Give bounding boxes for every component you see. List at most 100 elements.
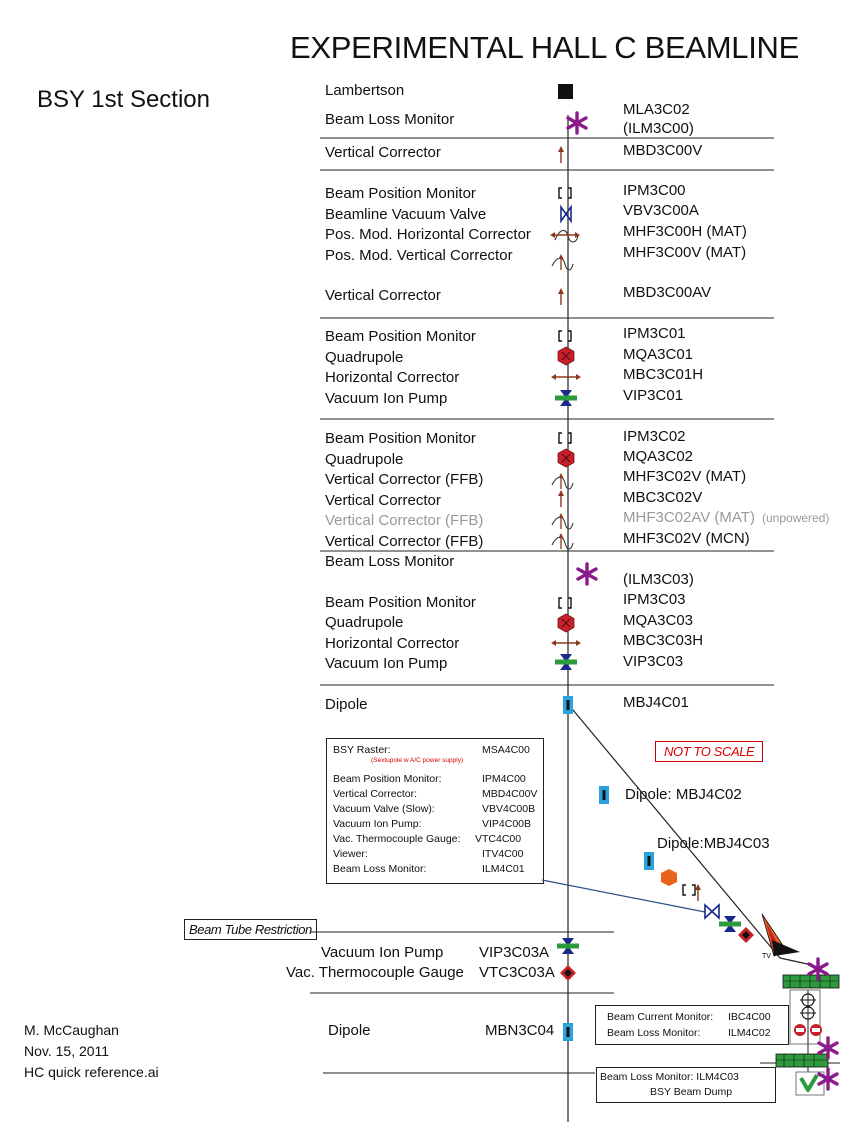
tv-label: TV: [762, 953, 771, 960]
bcm-row-label: Beam Current Monitor:: [607, 1011, 714, 1023]
label-beam-loss-monitor: Beam Loss Monitor: [325, 111, 455, 128]
ion-pump-icon: [555, 390, 577, 406]
code-mhf3c02av: MHF3C02AV (MAT): [623, 509, 755, 526]
label-horizontal-corrector-4: Horizontal Corrector: [325, 635, 460, 652]
dump-line-1: Beam Loss Monitor: ILM4C03: [600, 1071, 739, 1083]
label-vertical-corrector-ffb-unpowered: Vertical Corrector (FFB): [325, 512, 484, 529]
author-date: Nov. 15, 2011: [24, 1043, 110, 1059]
label-vac-thermocouple-gauge: Vac. Thermocouple Gauge: [286, 964, 464, 981]
bpm-bracket-icon: [558, 187, 572, 199]
label-dipole-mbj4c03: Dipole:MBJ4C03: [657, 835, 770, 852]
code-ilm3c00: (ILM3C00): [623, 120, 694, 137]
bsy-raster-box: BSY Raster: MSA4C00 (Sextupole w A/C pow…: [326, 738, 544, 884]
code-vbv3c00a: VBV3C00A: [623, 202, 699, 219]
beam-dump-icon: [775, 974, 840, 1096]
bcm-row-code: ILM4C02: [728, 1027, 771, 1039]
bcm-row-code: IBC4C00: [728, 1011, 771, 1023]
label-vertical-corrector-ffb-mcn: Vertical Corrector (FFB): [325, 533, 484, 550]
bpm-bracket-icon: [558, 330, 572, 342]
code-mqa3c03: MQA3C03: [623, 612, 694, 629]
code-vip3c01: VIP3C01: [623, 387, 684, 404]
ion-pump-icon: [557, 938, 579, 954]
raster-row-label: Vacuum Valve (Slow):: [333, 803, 435, 815]
code-mbj4c01: MBJ4C01: [623, 694, 689, 711]
code-mqa3c02: MQA3C02: [623, 448, 694, 465]
label-vertical-corrector-3: Vertical Corrector: [325, 492, 441, 509]
code-mhf3c00h: MHF3C00H (MAT): [623, 223, 747, 240]
section-title: BSY 1st Section: [37, 86, 210, 113]
label-lambertson: Lambertson: [325, 82, 405, 99]
raster-row-code: IPM4C00: [482, 773, 526, 785]
raster-row-label: Beam Position Monitor:: [333, 773, 442, 785]
label-vacuum-ion-pump-2: Vacuum Ion Pump: [325, 390, 448, 407]
valve-bowtie-icon: [560, 206, 572, 222]
corrector-arrow-icon: [557, 145, 565, 164]
raster-row-code: VTC4C00: [475, 833, 522, 845]
ion-pump-icon: [719, 916, 741, 932]
label-vacuum-ion-pump-4: Vacuum Ion Pump: [325, 655, 448, 672]
code-vip3c03a: VIP3C03A: [479, 944, 550, 961]
pos-mod-horizontal-corrector-icon: [549, 229, 581, 243]
dipole-icon: [644, 852, 654, 870]
thermocouple-diamond-icon: [738, 927, 754, 943]
code-mbd3c00v: MBD3C00V: [623, 142, 703, 159]
ffb-corrector-icon: [551, 512, 574, 530]
label-dipole-mbj4c02: Dipole: MBJ4C02: [625, 786, 742, 803]
label-vertical-corrector-2: Vertical Corrector: [325, 287, 441, 304]
code-mqa3c01: MQA3C01: [623, 346, 694, 363]
dump-line-2: BSY Beam Dump: [650, 1086, 733, 1098]
dipole-icon: [563, 1023, 573, 1041]
raster-row-code: VBV4C00B: [482, 803, 536, 815]
valve-bowtie-icon: [704, 903, 720, 920]
diagonal-beam-pipe: [567, 703, 781, 959]
code-mbn3c04: MBN3C04: [485, 1022, 555, 1039]
bpm-bracket-icon: [558, 432, 572, 444]
label-beamline-vacuum-valve: Beamline Vacuum Valve: [325, 206, 487, 223]
corrector-arrow-icon: [557, 489, 565, 508]
raster-row-code: ITV4C00: [482, 848, 524, 860]
dipole-icon: [599, 786, 609, 804]
author-name: M. McCaughan: [24, 1022, 119, 1038]
dipole-icon: [563, 696, 573, 714]
raster-row-code: VIP4C00B: [482, 818, 532, 830]
label-vacuum-ion-pump-5: Vacuum Ion Pump: [321, 944, 444, 961]
code-mbc3c01h: MBC3C01H: [623, 366, 704, 383]
corrector-arrow-icon: [557, 287, 565, 306]
ffb-corrector-icon: [551, 532, 574, 550]
label-beam-position-monitor-3: Beam Position Monitor: [325, 430, 476, 447]
code-ipm3c01: IPM3C01: [623, 325, 686, 342]
label-quadrupole-2: Quadrupole: [325, 349, 404, 366]
code-mhf3c00v: MHF3C00V (MAT): [623, 244, 747, 261]
quadrupole-hexagon-icon: [557, 613, 575, 633]
raster-row-label: Vac. Thermocouple Gauge:: [333, 833, 461, 845]
viewer-flame-icon: [761, 913, 800, 957]
label-beam-position-monitor: Beam Position Monitor: [325, 185, 476, 202]
thermocouple-diamond-icon: [560, 965, 576, 981]
code-mhf3c02v-mat: MHF3C02V (MAT): [623, 468, 747, 485]
bpm-bracket-icon: [682, 884, 696, 896]
pos-mod-vertical-corrector-icon: [551, 253, 574, 271]
code-ipm3c00: IPM3C00: [623, 182, 686, 199]
label-beam-position-monitor-4: Beam Position Monitor: [325, 594, 476, 611]
code-vip3c03: VIP3C03: [623, 653, 684, 670]
raster-row-label: BSY Raster:: [333, 744, 391, 756]
code-mbd3c00av: MBD3C00AV: [623, 284, 712, 301]
code-mbc3c03h: MBC3C03H: [623, 632, 704, 649]
label-vertical-corrector-ffb: Vertical Corrector (FFB): [325, 471, 484, 488]
raster-row-label: Beam Loss Monitor:: [333, 863, 427, 875]
beam-loss-star-icon: [566, 111, 588, 135]
label-pos-mod-horizontal-corrector: Pos. Mod. Horizontal Corrector: [325, 226, 531, 243]
beam-loss-star-icon: [576, 562, 598, 586]
raster-row-label: Vacuum Ion Pump:: [333, 818, 422, 830]
raster-note: (Sextupole w A/C power supply): [371, 757, 464, 764]
raster-row-code: MSA4C00: [482, 744, 530, 756]
bpm-bracket-icon: [558, 597, 572, 609]
label-quadrupole-3: Quadrupole: [325, 451, 404, 468]
code-ilm3c03: (ILM3C03): [623, 571, 694, 588]
quadrupole-hexagon-icon: [557, 346, 575, 366]
corrector-arrow-icon: [694, 883, 702, 902]
label-pos-mod-vertical-corrector: Pos. Mod. Vertical Corrector: [325, 247, 513, 264]
page-title: EXPERIMENTAL HALL C BEAMLINE: [290, 30, 799, 65]
label-dipole: Dipole: [325, 696, 368, 713]
code-vtc3c03a: VTC3C03A: [479, 964, 555, 981]
